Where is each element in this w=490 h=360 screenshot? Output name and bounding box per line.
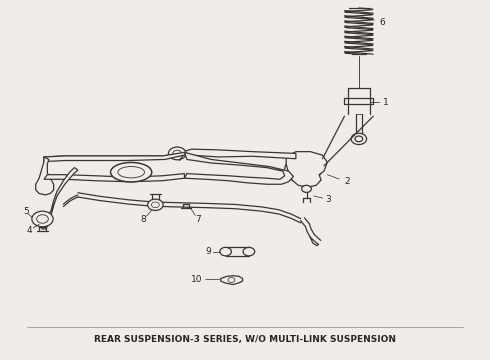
Text: 1: 1 — [383, 98, 389, 107]
Circle shape — [220, 247, 231, 256]
Ellipse shape — [111, 162, 152, 182]
Circle shape — [169, 147, 186, 160]
Text: 2: 2 — [344, 177, 349, 186]
Polygon shape — [184, 152, 294, 184]
Text: 10: 10 — [191, 275, 202, 284]
Polygon shape — [221, 276, 243, 284]
Circle shape — [32, 211, 53, 227]
Circle shape — [285, 156, 321, 183]
Polygon shape — [177, 149, 296, 159]
Text: REAR SUSPENSION-3 SERIES, W/O MULTI-LINK SUSPENSION: REAR SUSPENSION-3 SERIES, W/O MULTI-LINK… — [94, 335, 396, 344]
Text: 6: 6 — [379, 18, 385, 27]
Polygon shape — [44, 152, 187, 162]
Text: 8: 8 — [141, 215, 146, 224]
Circle shape — [351, 133, 367, 145]
Text: 5: 5 — [23, 207, 29, 216]
Text: 9: 9 — [206, 247, 212, 256]
Text: 3: 3 — [325, 195, 331, 204]
Circle shape — [243, 247, 255, 256]
Polygon shape — [37, 168, 78, 229]
Text: 7: 7 — [195, 215, 201, 224]
Polygon shape — [36, 157, 53, 195]
Polygon shape — [286, 152, 327, 187]
Circle shape — [302, 185, 311, 192]
Text: 4: 4 — [26, 226, 32, 235]
Circle shape — [147, 199, 163, 211]
Polygon shape — [44, 174, 184, 182]
